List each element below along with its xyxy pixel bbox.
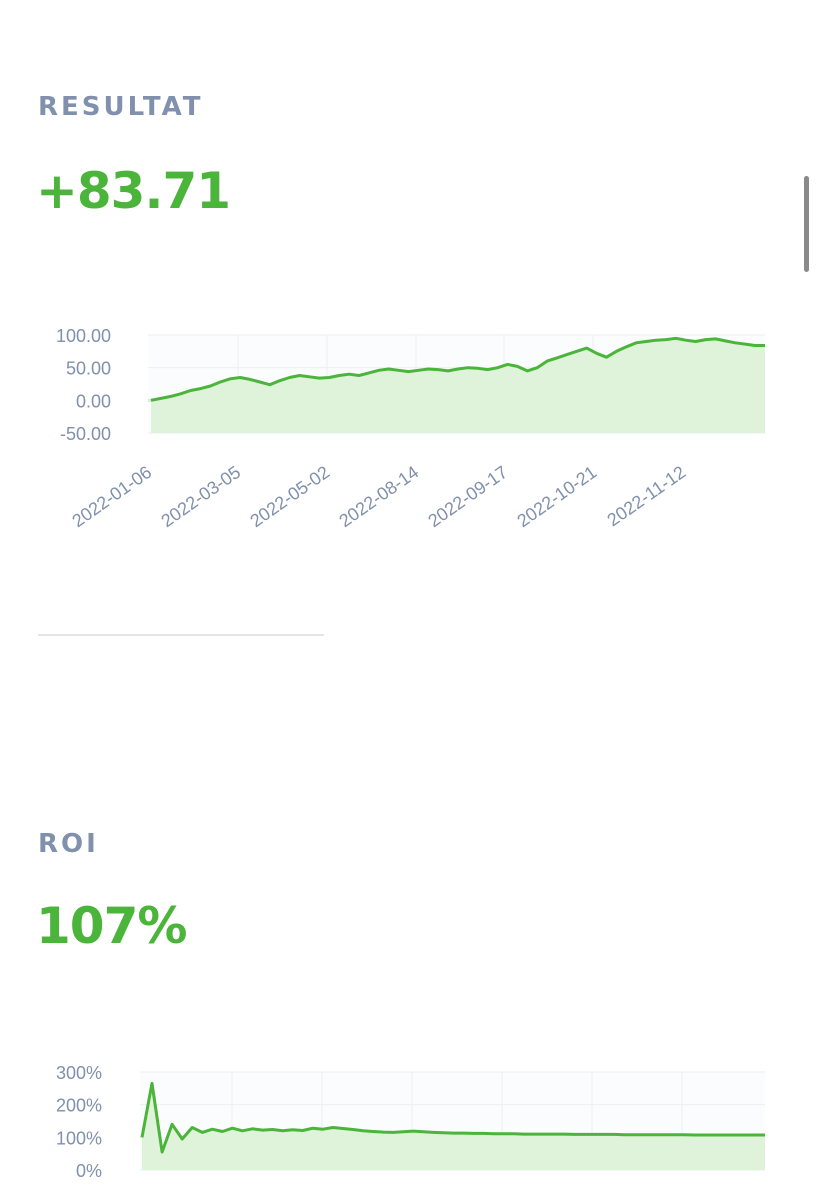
roi-label: ROI: [38, 829, 99, 859]
roi-value: 107%: [36, 897, 187, 955]
y-tick-label: 0.00: [76, 391, 111, 411]
resultat-value: +83.71: [36, 162, 231, 220]
y-tick-label: 50.00: [66, 359, 111, 379]
series-area: [151, 338, 765, 433]
x-tick-label: 2022-11-12: [603, 462, 689, 530]
scrollbar[interactable]: [804, 176, 809, 272]
y-tick-label: 100.00: [56, 326, 111, 346]
resultat-chart: 100.00 50.00 0.00 -50.00 2022-01-06 2022-03-0…: [56, 326, 765, 531]
x-tick-label: 2022-09-17: [424, 462, 511, 531]
y-tick-label: 0%: [76, 1161, 102, 1181]
x-tick-label: 2022-08-14: [335, 462, 422, 531]
x-tick-label: 2022-05-02: [246, 462, 333, 531]
x-tick-label: 2022-10-21: [513, 462, 600, 531]
y-tick-label: 200%: [56, 1096, 102, 1116]
y-tick-label: -50.00: [60, 424, 111, 444]
x-tick-label: 2022-01-06: [68, 462, 155, 531]
y-tick-label: 300%: [56, 1063, 102, 1083]
series-line: [150, 336, 765, 402]
x-tick-label: 2022-03-05: [157, 462, 244, 531]
y-tick-label: 100%: [56, 1128, 102, 1148]
section-divider: [38, 634, 324, 636]
series-area: [142, 1083, 765, 1170]
series-line: [140, 1081, 765, 1154]
roi-chart: 300% 200% 100% 0%: [56, 1063, 765, 1181]
resultat-label: RESULTAT: [38, 92, 204, 122]
